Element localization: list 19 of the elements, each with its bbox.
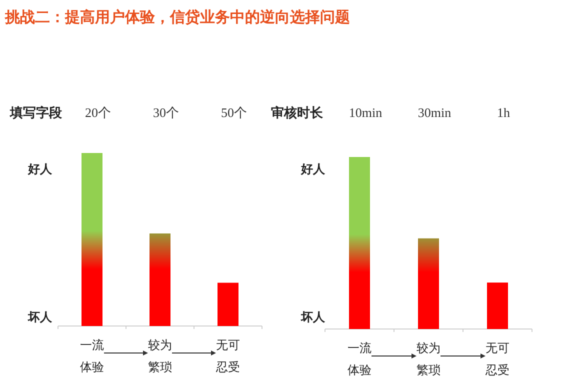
x-tick-label: 无可忍受: [484, 341, 510, 377]
text: 坏人: [27, 310, 53, 324]
text: 审核时长: [271, 105, 324, 120]
text: 1h: [497, 105, 510, 120]
text: 10min: [348, 105, 383, 120]
x-tick-label: 较为繁琐: [148, 338, 172, 374]
x-tick-label: 无可忍受: [215, 338, 240, 374]
text: 30个: [153, 105, 179, 120]
chart-title: 挑战二：提高用户体验，信贷业务中的逆向选择问题: [4, 8, 350, 26]
x-tick-label: 较为繁琐: [416, 341, 440, 377]
x-tick-label: 一流体验: [80, 338, 104, 374]
text: 50个: [221, 105, 247, 120]
text: 20个: [85, 105, 111, 120]
text: 填写字段: [9, 105, 63, 120]
x-tick-label: 一流体验: [348, 341, 372, 377]
annotation: 好人: [300, 162, 326, 176]
text: 好人: [27, 162, 53, 176]
annotation: 坏人: [300, 310, 326, 324]
text: 30min: [418, 105, 452, 120]
